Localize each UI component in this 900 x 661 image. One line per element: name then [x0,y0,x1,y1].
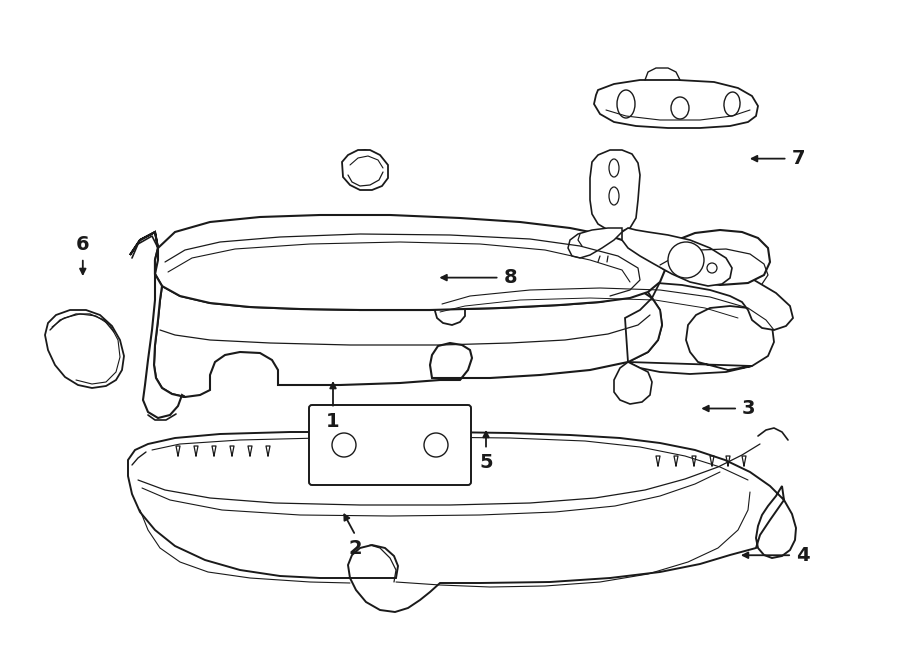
Polygon shape [345,150,385,188]
Ellipse shape [707,263,717,273]
Text: 6: 6 [76,235,90,254]
Polygon shape [628,306,774,374]
Polygon shape [155,215,665,310]
Polygon shape [648,230,770,285]
Text: 8: 8 [503,268,517,287]
Ellipse shape [609,159,619,177]
Text: 1: 1 [326,412,340,432]
Text: 7: 7 [791,149,805,168]
Polygon shape [154,260,662,397]
Polygon shape [130,232,185,418]
Polygon shape [625,258,662,362]
Polygon shape [622,228,732,286]
Polygon shape [342,150,388,190]
Polygon shape [590,150,640,232]
Text: 5: 5 [479,453,493,473]
Polygon shape [128,432,796,612]
Polygon shape [568,228,622,258]
Polygon shape [594,80,758,128]
Ellipse shape [609,187,619,205]
FancyBboxPatch shape [309,405,471,485]
Ellipse shape [617,90,635,118]
Polygon shape [435,254,793,330]
Ellipse shape [724,92,740,116]
Ellipse shape [671,97,689,119]
Text: 2: 2 [348,539,363,559]
Circle shape [332,433,356,457]
Circle shape [424,433,448,457]
Text: 3: 3 [742,399,755,418]
Text: 4: 4 [796,546,810,564]
Circle shape [668,242,704,278]
Polygon shape [45,310,124,388]
Polygon shape [614,362,652,404]
